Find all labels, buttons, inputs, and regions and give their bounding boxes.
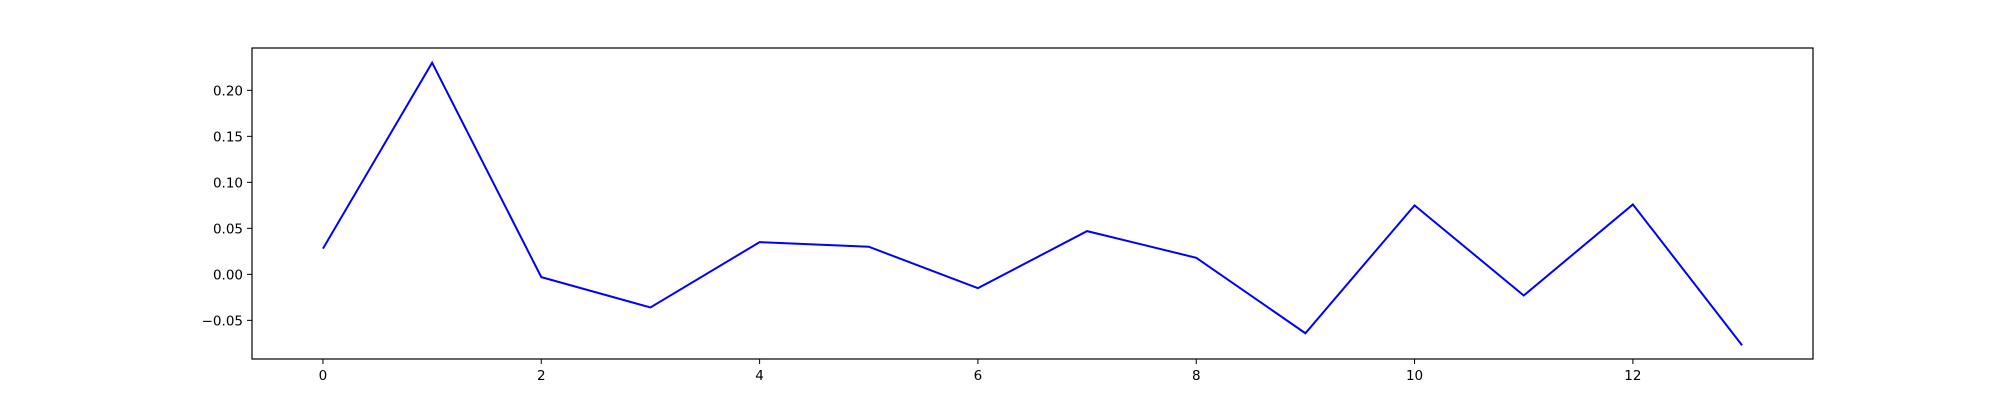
y-tick-label: 0.20: [213, 83, 243, 99]
x-tick-label: 12: [1624, 368, 1641, 384]
y-axis-ticks: −0.05 0.00 0.05 0.10 0.15 0.20: [202, 83, 252, 329]
y-tick-label: 0.10: [213, 175, 243, 191]
plot-area-frame: [251, 47, 1814, 360]
x-tick-label: 4: [755, 368, 764, 384]
series-layer: [322, 60, 1743, 346]
x-tick-label: 6: [974, 368, 983, 384]
y-tick-label: 0.00: [213, 267, 243, 283]
y-tick-label: 0.05: [213, 221, 243, 237]
x-axis-ticks: 0 2 4 6 8 10 12: [319, 359, 1641, 384]
x-tick-label: 2: [537, 368, 546, 384]
x-tick-label: 10: [1406, 368, 1423, 384]
series-line: [322, 60, 1743, 346]
y-tick-label: −0.05: [202, 313, 243, 329]
x-tick-label: 0: [319, 368, 328, 384]
y-tick-label: 0.15: [213, 129, 243, 145]
x-tick-label: 8: [1192, 368, 1201, 384]
